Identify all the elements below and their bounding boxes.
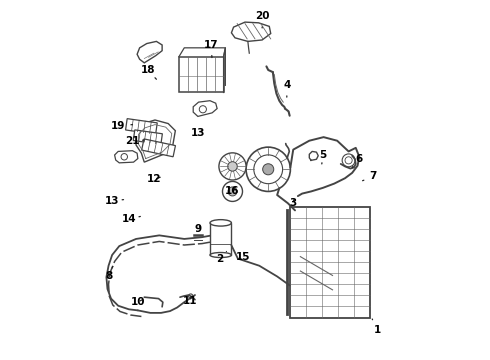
Text: 16: 16 (225, 186, 240, 197)
Text: 14: 14 (122, 214, 140, 224)
Polygon shape (115, 151, 138, 163)
Text: 6: 6 (352, 154, 363, 167)
Ellipse shape (210, 252, 231, 257)
Text: 12: 12 (147, 174, 161, 184)
Bar (210, 223, 231, 255)
Text: 20: 20 (255, 12, 270, 28)
Polygon shape (136, 120, 175, 162)
Ellipse shape (210, 220, 231, 226)
Text: 13: 13 (191, 128, 205, 138)
Polygon shape (193, 101, 217, 116)
Text: 21: 21 (125, 136, 144, 147)
Text: 7: 7 (363, 171, 377, 181)
Text: 10: 10 (130, 297, 145, 307)
Circle shape (219, 153, 246, 180)
Text: 18: 18 (141, 65, 156, 79)
Circle shape (199, 106, 206, 113)
Text: 19: 19 (111, 121, 132, 131)
Circle shape (228, 187, 237, 196)
Text: 11: 11 (182, 296, 197, 306)
Text: 8: 8 (105, 266, 113, 281)
Polygon shape (231, 22, 270, 41)
Text: 1: 1 (372, 319, 381, 335)
Polygon shape (142, 139, 175, 157)
Circle shape (342, 154, 355, 167)
Text: 4: 4 (283, 80, 291, 97)
Circle shape (345, 157, 352, 164)
Polygon shape (133, 130, 162, 144)
Bar (290, 207, 370, 318)
Circle shape (254, 155, 283, 184)
Circle shape (246, 147, 291, 192)
Text: 15: 15 (236, 252, 250, 262)
Circle shape (263, 164, 274, 175)
Text: 17: 17 (204, 40, 219, 58)
Circle shape (189, 294, 193, 298)
Text: 3: 3 (290, 198, 297, 208)
Text: 2: 2 (217, 251, 226, 264)
Text: 9: 9 (194, 224, 201, 234)
Circle shape (121, 154, 127, 160)
Text: 5: 5 (319, 150, 326, 164)
Circle shape (228, 162, 237, 171)
Polygon shape (137, 41, 162, 63)
Polygon shape (125, 119, 157, 134)
Circle shape (222, 181, 243, 202)
Text: 13: 13 (105, 196, 123, 206)
Bar (179, 57, 223, 93)
